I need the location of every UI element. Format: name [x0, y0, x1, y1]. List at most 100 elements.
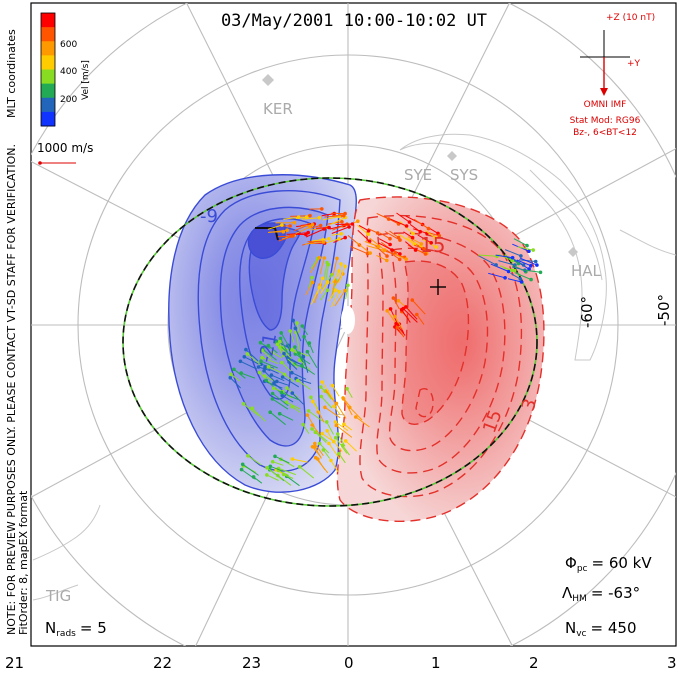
velocity-vector-origin	[275, 379, 279, 384]
velocity-vector	[411, 299, 426, 315]
velocity-vector-origin	[264, 378, 269, 383]
velocity-vector-origin	[263, 365, 267, 370]
velocity-vector-origin	[278, 339, 282, 344]
velocity-vector	[283, 216, 299, 220]
velocity-vector	[366, 245, 385, 251]
velocity-vector	[247, 455, 262, 466]
velocity-vector-origin	[310, 280, 315, 285]
velocity-vector-origin	[337, 289, 342, 294]
velocity-vector-origin	[285, 386, 289, 390]
velocity-vector-origin	[343, 235, 348, 240]
velocity-vector	[326, 391, 336, 403]
velocity-vector	[279, 413, 294, 421]
velocity-vector	[277, 235, 292, 238]
velocity-vector	[304, 241, 324, 245]
velocity-vector	[299, 466, 315, 479]
lambda-hm-stat: ΛHM = -63°	[562, 584, 640, 604]
velocity-vector	[416, 314, 425, 325]
velocity-vector	[330, 270, 340, 285]
velocity-vector	[310, 257, 320, 274]
velocity-vector-origin	[320, 207, 324, 211]
velocity-vector-origin	[341, 396, 345, 400]
velocity-vector	[301, 365, 316, 375]
velocity-vector	[321, 433, 335, 443]
velocity-vector-origin	[268, 464, 273, 469]
velocity-vector-origin	[343, 439, 348, 443]
phi-pc-stat: Φpc = 60 kV	[565, 554, 652, 574]
velocity-vector	[301, 217, 320, 220]
velocity-vector	[308, 277, 313, 289]
velocity-vector	[261, 357, 279, 365]
velocity-vector	[513, 259, 530, 270]
velocity-vector	[335, 403, 347, 419]
velocity-vector	[407, 236, 422, 245]
velocity-vector-origin	[397, 257, 402, 262]
velocity-vector-origin	[345, 387, 349, 391]
velocity-vector	[324, 406, 341, 419]
imf-model: Stat Mod: RG96	[570, 116, 641, 126]
velocity-vector	[295, 353, 311, 365]
velocity-vector-origin	[270, 459, 275, 464]
velocity-vector	[357, 229, 370, 242]
velocity-vector-origin	[245, 352, 250, 356]
velocity-vector-origin	[341, 213, 346, 218]
velocity-vector	[266, 474, 279, 481]
site-label-ker: KER	[263, 100, 293, 118]
colorbar-tick-400: 400	[60, 67, 77, 77]
velocity-vector	[513, 238, 528, 247]
velocity-vector	[396, 327, 405, 338]
velocity-vector	[317, 411, 325, 423]
velocity-vector-origin	[320, 380, 324, 384]
velocity-vector	[488, 272, 506, 279]
velocity-vector-origin	[290, 391, 295, 395]
velocity-vector	[279, 346, 292, 359]
velocity-vector-origin	[306, 230, 311, 235]
velocity-vector-origin	[429, 241, 434, 245]
velocity-vector	[405, 306, 418, 320]
velocity-vector-origin	[325, 288, 330, 293]
velocity-vector	[367, 228, 378, 234]
velocity-vector-origin	[259, 359, 263, 364]
site-label-sye: SYE	[404, 166, 432, 184]
velocity-vector-origin	[282, 351, 286, 356]
mlt-label-2: 2	[529, 654, 539, 672]
velocity-vector-origin	[494, 263, 498, 267]
velocity-vector	[312, 401, 321, 415]
velocity-vector-origin	[292, 362, 297, 366]
dawn-convection-cell	[336, 196, 545, 522]
velocity-vector-origin	[317, 215, 322, 220]
velocity-vectors	[228, 207, 543, 487]
velocity-vector	[314, 443, 324, 456]
velocity-vector	[278, 469, 290, 476]
velocity-vector	[289, 330, 295, 343]
velocity-vector-origin	[317, 255, 322, 260]
imf-source: OMNI IMF	[584, 100, 627, 110]
velocity-vector	[310, 258, 319, 269]
velocity-vector-origin	[262, 369, 266, 373]
velocity-vector-origin	[300, 324, 305, 328]
velocity-vector	[519, 259, 536, 262]
site-label-hal: HAL	[571, 262, 602, 280]
velocity-vector-origin	[347, 405, 352, 410]
velocity-vector-origin	[396, 298, 401, 303]
colorbar-segment	[41, 83, 55, 99]
velocity-vector	[314, 446, 322, 459]
velocity-vector	[286, 475, 300, 487]
velocity-vector-origin	[290, 347, 295, 352]
velocity-vector	[350, 245, 368, 255]
velocity-vector	[338, 453, 346, 464]
velocity-vector-origin	[272, 381, 276, 385]
velocity-vector-origin	[297, 351, 301, 356]
velocity-vector-origin	[407, 220, 412, 224]
velocity-vector-origin	[311, 399, 315, 404]
velocity-vector	[478, 254, 498, 257]
velocity-vector	[514, 272, 532, 281]
velocity-vector-origin	[398, 252, 402, 256]
velocity-vector	[281, 395, 294, 403]
velocity-vector-origin	[277, 411, 282, 416]
velocity-vector	[355, 416, 370, 428]
velocity-vector	[264, 380, 283, 389]
velocity-vector	[334, 290, 346, 307]
velocity-vector-origin	[375, 231, 380, 235]
velocity-vector-origin	[503, 276, 507, 280]
